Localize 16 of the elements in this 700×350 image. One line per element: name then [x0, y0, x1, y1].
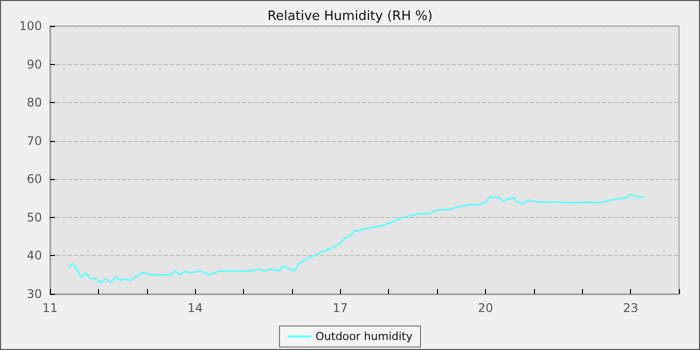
- x-tick-label: 20: [478, 301, 494, 315]
- x-tick-label: 23: [622, 301, 638, 315]
- y-tick-label: 100: [19, 19, 42, 33]
- x-tick-label: 11: [42, 301, 58, 315]
- y-tick-label: 70: [26, 134, 42, 148]
- y-tick-label: 90: [26, 57, 42, 72]
- x-tick-label: 14: [188, 301, 203, 315]
- y-tick-label: 80: [26, 96, 42, 110]
- y-tick-label: 50: [26, 210, 42, 224]
- y-tick-label: 30: [26, 287, 42, 301]
- y-tick-label: 60: [26, 172, 42, 186]
- y-tick-label: 40: [26, 248, 42, 263]
- x-tick-label: 17: [332, 301, 348, 315]
- legend-label: Outdoor humidity: [316, 330, 413, 343]
- chart-title: Relative Humidity (RH %): [267, 9, 433, 24]
- line-series: [68, 194, 644, 284]
